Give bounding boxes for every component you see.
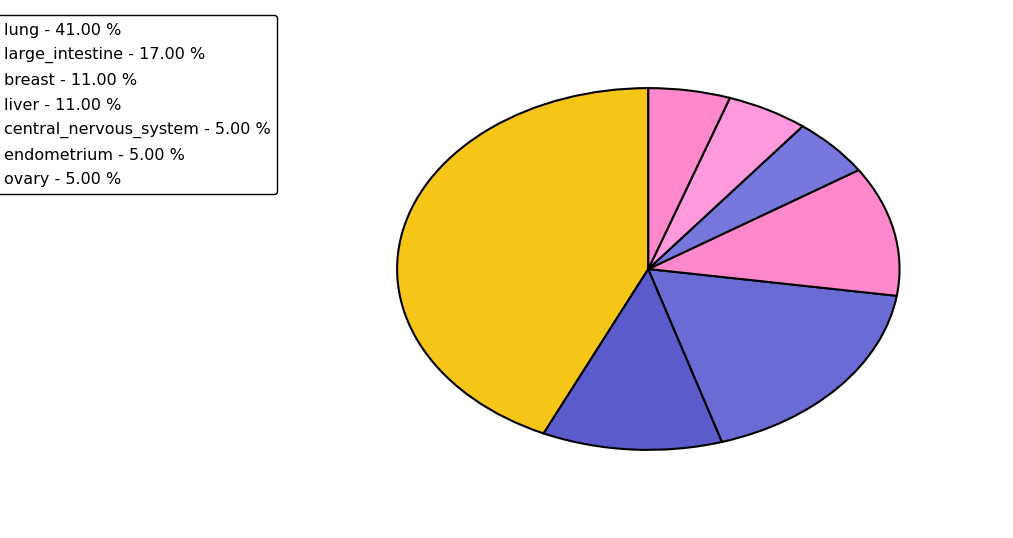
Wedge shape: [648, 98, 802, 269]
Wedge shape: [648, 269, 897, 442]
Wedge shape: [648, 88, 730, 269]
Wedge shape: [544, 269, 722, 450]
Wedge shape: [648, 170, 900, 296]
Wedge shape: [397, 88, 648, 434]
Wedge shape: [648, 126, 859, 269]
Legend: lung - 41.00 %, large_intestine - 17.00 %, breast - 11.00 %, liver - 11.00 %, ce: lung - 41.00 %, large_intestine - 17.00 …: [0, 15, 278, 194]
